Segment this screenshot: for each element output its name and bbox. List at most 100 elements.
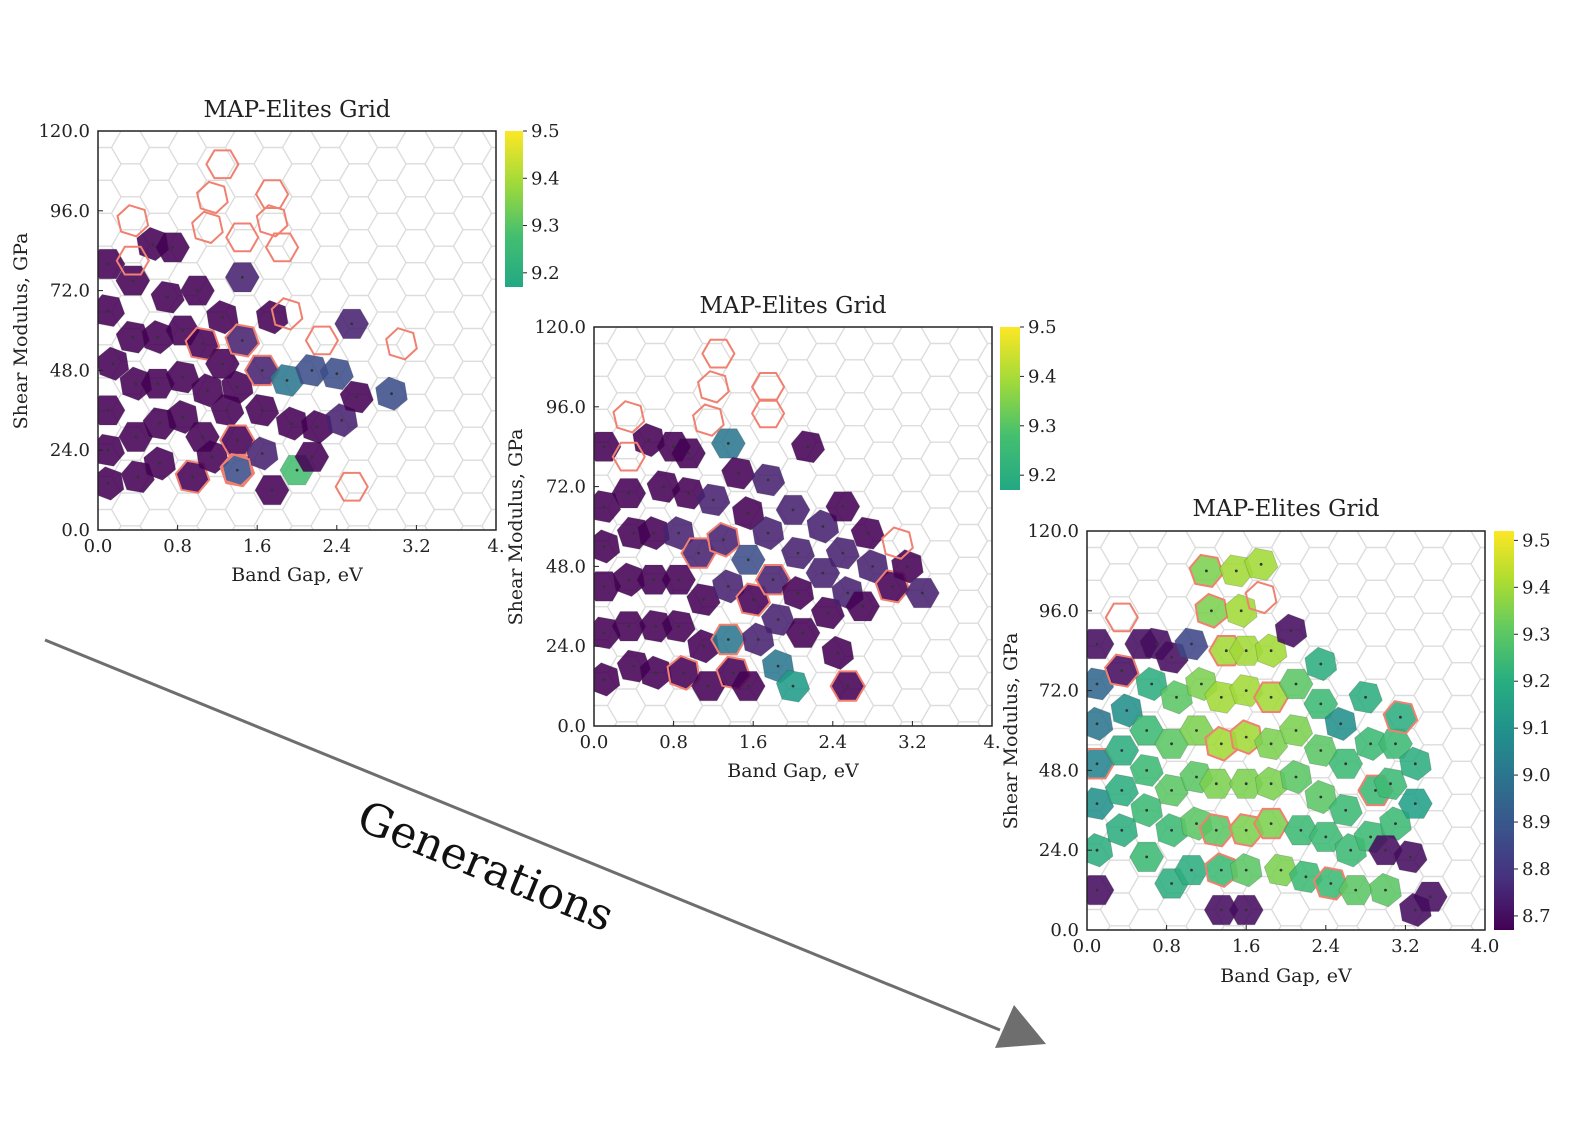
grid-cell — [424, 146, 464, 181]
cell-centroid — [181, 375, 185, 379]
cell-centroid — [1344, 762, 1348, 766]
elite-outline-cell — [254, 179, 290, 209]
grid-cell — [948, 589, 989, 624]
colorbar-tick-label: 9.5 — [531, 121, 560, 142]
grid-cell — [720, 327, 761, 361]
cell-centroid — [1244, 908, 1248, 912]
elite-outline-cell — [701, 338, 736, 369]
grid-cell — [1413, 711, 1453, 746]
grid-cell — [481, 475, 496, 511]
cell-centroid — [350, 322, 354, 326]
grid-cell — [310, 146, 350, 181]
cell-centroid — [290, 422, 294, 425]
elite-outline-cell — [385, 327, 418, 361]
grid-cell — [395, 196, 436, 231]
grid-cell — [452, 360, 493, 395]
cell-centroid — [627, 624, 631, 628]
grid-cell — [920, 638, 960, 674]
grid-cell — [481, 410, 496, 445]
grid-cell — [1413, 612, 1453, 647]
cell-centroid — [771, 578, 775, 582]
elite-cells — [594, 338, 940, 703]
grid-cell — [338, 262, 379, 297]
x-tick-label: 2.4 — [1311, 936, 1340, 957]
cell-centroid — [654, 624, 658, 628]
grid-cell — [1470, 678, 1485, 713]
cell-centroid — [1145, 769, 1149, 772]
cell-centroid — [662, 485, 665, 488]
grid-cell — [395, 131, 436, 165]
grid-cell — [920, 342, 960, 377]
cell-centroid — [201, 435, 204, 439]
cell-centroid — [1170, 828, 1173, 832]
cell-centroid — [1095, 762, 1099, 766]
grid-cell — [310, 245, 350, 280]
grid-cell — [891, 622, 932, 657]
arrow-head — [995, 1005, 1046, 1048]
grid-cell — [606, 359, 647, 394]
cell-centroid — [751, 598, 755, 601]
cell-centroid — [652, 578, 656, 582]
grid-cell — [749, 408, 789, 443]
grid-cell — [977, 474, 992, 509]
x-tick-label: 0.0 — [1073, 936, 1102, 957]
cell-centroid — [602, 585, 606, 588]
cell-centroid — [746, 684, 750, 688]
elite-outline-cell — [115, 245, 150, 276]
cell-centroid — [602, 445, 606, 449]
cell-centroid — [654, 671, 658, 675]
cell-centroid — [134, 435, 138, 439]
colorbar-tick-label: 9.5 — [1522, 530, 1551, 551]
grid-cell — [834, 392, 875, 427]
grid-cell — [452, 492, 493, 527]
grid-cell — [1470, 546, 1485, 582]
cell-centroid — [677, 624, 680, 628]
grid-cell — [424, 410, 464, 445]
grid-cell — [863, 342, 903, 377]
y-tick-label: 120.0 — [1027, 521, 1079, 542]
grid-cell — [806, 342, 846, 377]
cell-centroid — [846, 684, 850, 688]
cell-centroid — [866, 531, 869, 535]
grid-cell — [139, 179, 179, 214]
grid-cell — [606, 392, 647, 427]
grid-cell — [948, 327, 989, 361]
cell-centroid — [1354, 888, 1358, 892]
x-tick-labels: 0.0 0.8 1.6 2.4 3.2 4.0 — [1073, 925, 1499, 957]
grid-cell — [281, 131, 322, 165]
grid-cell — [891, 688, 932, 723]
grid-cell — [1441, 760, 1482, 795]
grid-cell — [452, 426, 493, 461]
generations-arrow: Generations — [44, 638, 1046, 1048]
cell-centroid — [821, 525, 825, 528]
cell-centroid — [1234, 569, 1238, 573]
grid-cell — [1441, 793, 1482, 828]
cell-centroid — [1244, 735, 1248, 739]
cell-centroid — [1170, 882, 1173, 885]
cell-centroid — [1190, 642, 1193, 646]
cell-centroid — [1170, 742, 1173, 746]
cell-centroid — [1394, 822, 1397, 825]
grid-cell — [948, 458, 989, 493]
x-tick-label: 0.0 — [84, 536, 113, 557]
grid-cell — [948, 359, 989, 394]
grid-cell — [452, 131, 493, 165]
grid-cell — [920, 408, 960, 443]
grid-cell — [777, 327, 818, 361]
colorbar-tick-label: 9.5 — [1028, 317, 1057, 338]
grid-cell — [338, 492, 379, 527]
elite-outline-cell — [750, 372, 786, 402]
colorbar-tick-label: 9.1 — [1522, 718, 1551, 739]
grid-cell — [117, 525, 144, 530]
cell-centroid — [1269, 822, 1273, 825]
cell-centroid — [726, 442, 730, 445]
cell-centroid — [861, 604, 865, 608]
grid-cell — [110, 163, 151, 198]
grid-cell — [863, 671, 903, 707]
cell-centroid — [211, 455, 214, 459]
grid-cell — [1470, 842, 1485, 878]
grid-cell — [452, 229, 493, 264]
cell-centroid — [726, 585, 730, 588]
grid-cell — [1356, 546, 1396, 582]
elite-outline-cell — [750, 398, 786, 429]
